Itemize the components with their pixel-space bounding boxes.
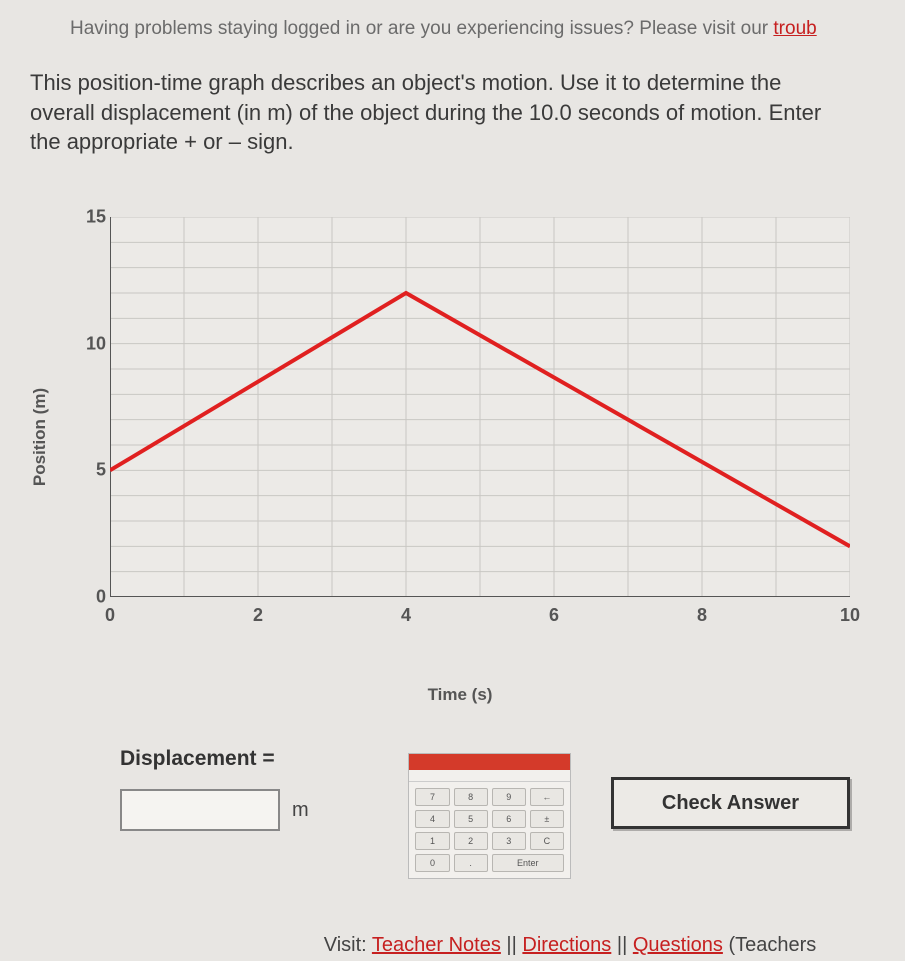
footer-sep-2: || (611, 934, 633, 956)
check-answer-button[interactable]: Check Answer (611, 777, 850, 829)
displacement-label: Displacement = (120, 747, 368, 771)
x-tick: 6 (549, 605, 559, 626)
displacement-block: Displacement = m (120, 747, 368, 831)
unit-label: m (292, 799, 309, 822)
y-tick: 10 (78, 333, 106, 354)
banner-link[interactable]: troub (773, 18, 816, 39)
keypad-key[interactable]: ← (530, 788, 564, 806)
link-questions[interactable]: Questions (633, 934, 723, 956)
question-text: This position-time graph describes an ob… (30, 68, 850, 157)
y-tick: 15 (78, 207, 106, 228)
keypad-key[interactable]: Enter (492, 854, 564, 872)
footer-links: Visit: Teacher Notes || Directions || Qu… (30, 934, 850, 957)
keypad-key[interactable]: 2 (454, 832, 488, 850)
y-tick: 0 (78, 587, 106, 608)
x-tick: 0 (105, 605, 115, 626)
keypad-key[interactable]: 5 (454, 810, 488, 828)
y-tick: 5 (78, 460, 106, 481)
keypad-key[interactable]: 4 (415, 810, 449, 828)
keypad-grid: 789← 456±123C 0.Enter (409, 782, 570, 878)
page-root: Having problems staying logged in or are… (0, 0, 880, 957)
plot-area (110, 217, 850, 597)
x-tick: 10 (840, 605, 860, 626)
keypad-key[interactable]: . (454, 854, 488, 872)
banner-text: Having problems staying logged in or are… (70, 18, 773, 39)
x-tick: 4 (401, 605, 411, 626)
keypad-key[interactable]: 8 (454, 788, 488, 806)
x-axis-label: Time (s) (428, 685, 493, 705)
link-directions[interactable]: Directions (522, 934, 611, 956)
link-teacher-notes[interactable]: Teacher Notes (372, 934, 501, 956)
x-tick: 8 (697, 605, 707, 626)
numeric-keypad: 789← 456±123C 0.Enter (408, 753, 571, 879)
footer-suffix: (Teachers (723, 934, 816, 956)
keypad-key[interactable]: 6 (492, 810, 526, 828)
footer-prefix: Visit: (324, 934, 372, 956)
keypad-header (409, 754, 570, 770)
keypad-key[interactable]: 7 (415, 788, 449, 806)
chart-svg (110, 217, 850, 597)
banner-message: Having problems staying logged in or are… (30, 18, 850, 40)
displacement-input[interactable] (120, 789, 280, 831)
keypad-key[interactable]: 0 (415, 854, 449, 872)
answer-row: Displacement = m 789← 456±123C 0.Enter Che… (120, 747, 850, 879)
keypad-key[interactable]: 1 (415, 832, 449, 850)
keypad-key[interactable]: 3 (492, 832, 526, 850)
position-time-chart: Position (m) Time (s) 0510150246810 (50, 217, 870, 657)
keypad-subheader (409, 770, 570, 782)
keypad-key[interactable]: C (530, 832, 564, 850)
keypad-key[interactable]: 9 (492, 788, 526, 806)
input-row: m (120, 789, 368, 831)
footer-sep-1: || (501, 934, 523, 956)
keypad-key[interactable]: ± (530, 810, 564, 828)
x-tick: 2 (253, 605, 263, 626)
y-axis-label: Position (m) (30, 388, 50, 486)
